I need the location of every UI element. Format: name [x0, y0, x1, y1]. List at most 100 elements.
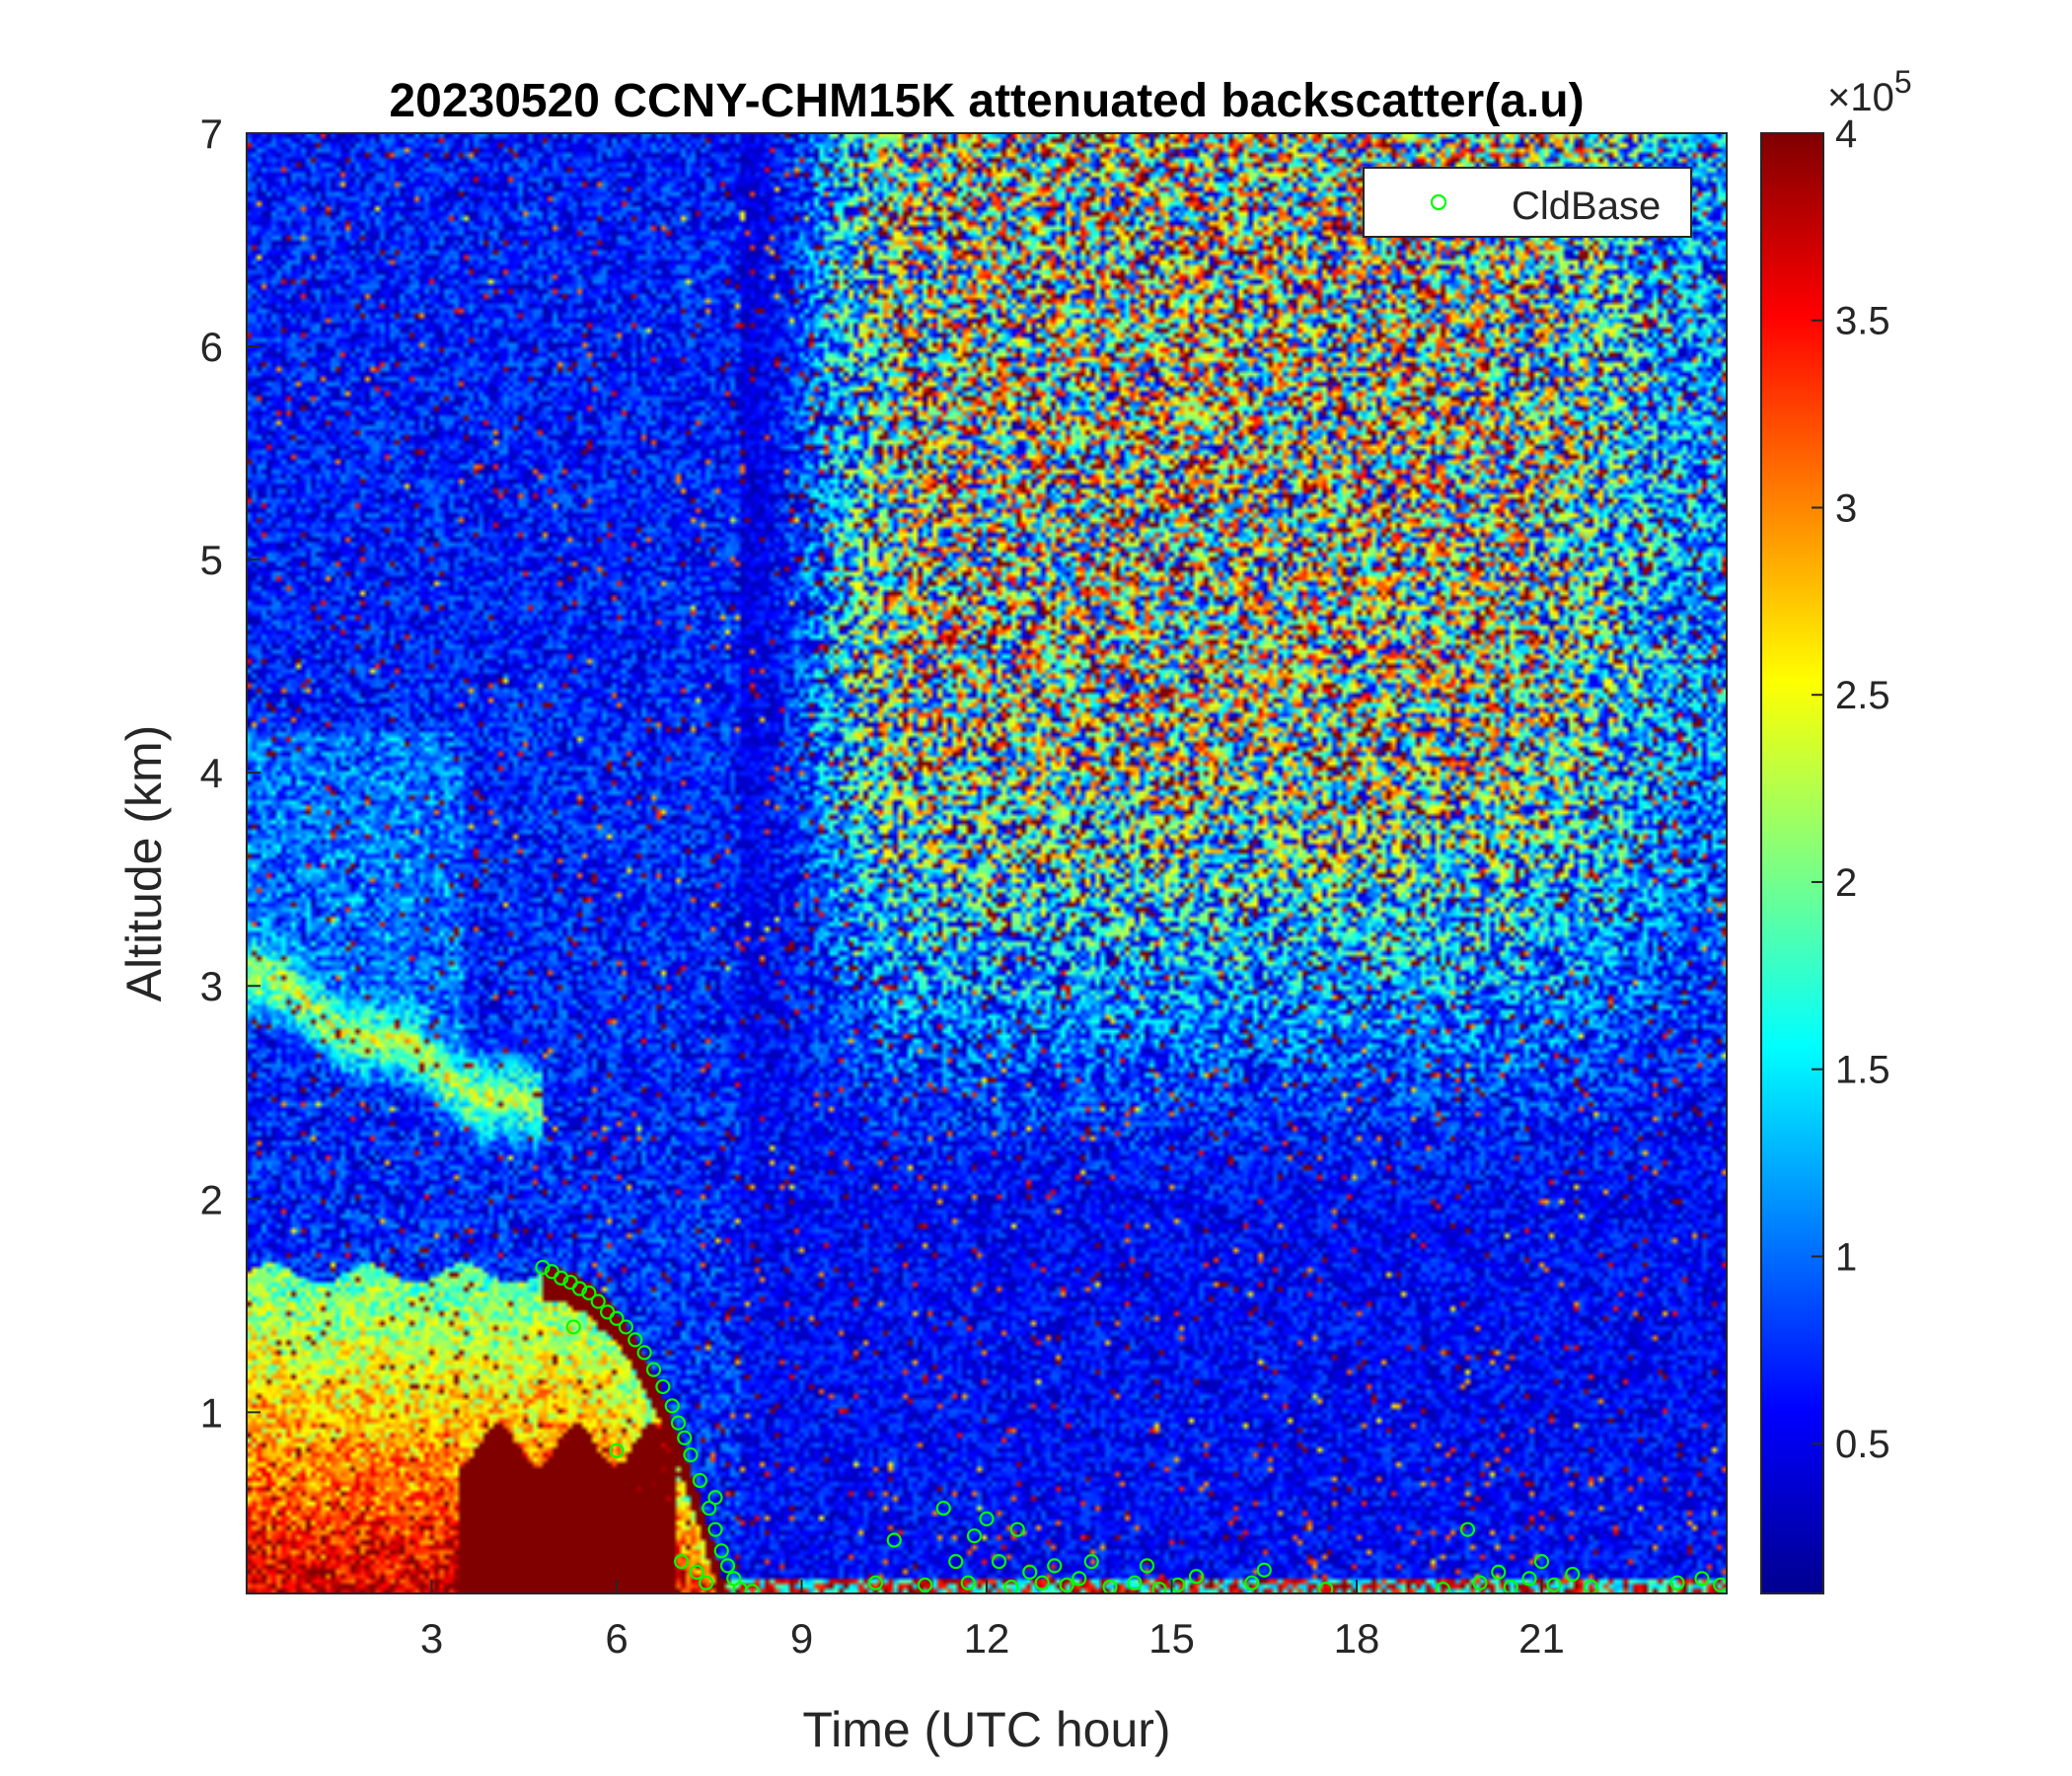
colorbar-frame [1760, 132, 1824, 1594]
cloud-base-point [1151, 1582, 1167, 1593]
cloud-base-point [1491, 1564, 1507, 1580]
cloud-base-point [677, 1430, 693, 1445]
cloud-base-point [1034, 1575, 1050, 1591]
x-axis: 3 6 9 12 15 18 21 [420, 1580, 1565, 1662]
x-tick-label: 3 [420, 1615, 443, 1662]
x-tick-label: 9 [790, 1615, 813, 1662]
cloud-base-point [683, 1446, 699, 1463]
backscatter-heatmap [247, 133, 1727, 1593]
cloud-base-point [1127, 1575, 1143, 1591]
colorbar-multiplier-exponent: 5 [1894, 64, 1912, 100]
colorbar-multiplier-base: ×10 [1827, 76, 1894, 119]
cloud-base-point [609, 1310, 625, 1326]
cloud-base-point [689, 1564, 704, 1580]
cloud-base-point [886, 1532, 902, 1548]
colorbar-tick-label: 3.5 [1835, 300, 1890, 343]
plot-area [246, 132, 1728, 1594]
cloud-base-point [960, 1575, 976, 1591]
cloud-base-point [707, 1521, 723, 1537]
cloud-base-point [609, 1443, 625, 1458]
x-tick-label: 6 [605, 1615, 628, 1662]
colorbar-tick-label: 1 [1835, 1235, 1857, 1279]
cloud-base-point [1521, 1571, 1537, 1587]
cloud-base-point [744, 1584, 761, 1593]
colorbar-ticks: 0.5 1 1.5 2 2.5 3 3.5 4 [1812, 112, 1890, 1466]
cloud-base-point [674, 1553, 690, 1570]
cloud-base-point [581, 1285, 597, 1300]
cloud-base-point [948, 1553, 964, 1570]
cloud-base-point [1694, 1571, 1710, 1587]
x-axis-label: Time (UTC hour) [802, 1702, 1170, 1757]
cloud-base-point [1072, 1571, 1087, 1587]
x-tick-label: 15 [1148, 1615, 1195, 1662]
cloud-base-point [1059, 1577, 1074, 1592]
cloud-base-point [991, 1553, 1007, 1570]
cloud-base-point [1669, 1575, 1685, 1591]
colorbar-tick-label: 1.5 [1835, 1049, 1890, 1092]
colorbar-multiplier: ×105 [1827, 64, 1912, 119]
cloud-base-point [1003, 1579, 1019, 1593]
cloud-base-point [1009, 1521, 1025, 1537]
y-tick-label: 3 [200, 963, 223, 1009]
legend: CldBase [1363, 167, 1692, 238]
cloud-base-point [1546, 1577, 1562, 1592]
cloud-base-point [707, 1490, 723, 1506]
cloud-base-point [713, 1543, 729, 1559]
x-tick-label: 21 [1518, 1615, 1565, 1662]
legend-label: CldBase [1512, 185, 1661, 228]
cloud-base-point [535, 1259, 551, 1276]
cloud-base-point [935, 1500, 951, 1517]
cloud-base-point [1256, 1562, 1272, 1578]
cloud-base-point [655, 1378, 671, 1395]
cloud-base-point [1083, 1553, 1099, 1570]
cloud-base-point [1533, 1553, 1550, 1570]
cloud-base-point [1435, 1582, 1451, 1593]
cloud-base-point [1713, 1577, 1727, 1592]
cloud-base-point [1102, 1579, 1118, 1593]
y-tick-label: 6 [200, 324, 223, 370]
cloud-base-point [1022, 1564, 1038, 1580]
cloud-base-point [1318, 1582, 1334, 1593]
cloud-base-point [719, 1558, 736, 1574]
cloud-base-point [1188, 1569, 1205, 1585]
cloud-base-point [1459, 1521, 1476, 1537]
cloud-base-series [535, 1259, 1727, 1593]
colorbar-tick-label: 4 [1835, 112, 1857, 156]
cloud-base-point [917, 1577, 933, 1592]
cloud-base-point [1139, 1558, 1155, 1574]
y-tick-label: 4 [200, 750, 223, 796]
cloud-base-point [664, 1398, 680, 1414]
colorbar-tick-label: 0.5 [1835, 1423, 1890, 1466]
y-axis: 1 2 3 4 5 6 7 [200, 111, 260, 1436]
x-tick-label: 12 [964, 1615, 1010, 1662]
cloud-base-point [628, 1332, 643, 1348]
cloud-base-point [699, 1575, 714, 1591]
colorbar-tick-label: 2 [1835, 861, 1857, 905]
y-tick-label: 7 [200, 111, 223, 157]
cloud-base-point [1047, 1558, 1063, 1574]
cloud-base-point [1244, 1575, 1260, 1591]
legend-marker-icon [1430, 193, 1447, 211]
y-tick-label: 5 [200, 537, 223, 583]
cloud-base-point [636, 1345, 652, 1361]
cloud-base-point [1583, 1579, 1599, 1593]
cloud-base-point [645, 1362, 662, 1377]
cloud-base-point [966, 1528, 983, 1544]
colorbar-tick-label: 2.5 [1835, 674, 1890, 717]
cloud-base-point [565, 1319, 581, 1335]
y-axis-label: Altitude (km) [116, 725, 172, 1002]
chart-title: 20230520 CCNY-CHM15K attenuated backscat… [389, 75, 1584, 127]
cloud-base-point [618, 1319, 633, 1335]
cloud-base-point [670, 1415, 687, 1431]
y-tick-label: 1 [200, 1389, 223, 1436]
x-tick-label: 18 [1334, 1615, 1380, 1662]
colorbar-tick-label: 3 [1835, 486, 1857, 530]
cloud-base-point [867, 1575, 884, 1591]
cloud-base-point [571, 1281, 588, 1296]
legend-box [1363, 167, 1692, 238]
y-tick-label: 2 [200, 1176, 223, 1222]
cloud-base-point [979, 1511, 995, 1526]
cloud-base-point [554, 1270, 569, 1286]
colorbar: 0.5 1 1.5 2 2.5 3 3.5 4 ×105 [1760, 64, 1912, 1594]
